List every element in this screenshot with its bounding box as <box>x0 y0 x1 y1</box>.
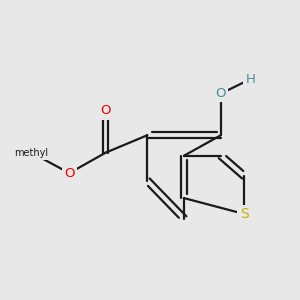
Text: S: S <box>240 207 249 221</box>
Text: O: O <box>100 104 111 118</box>
Text: O: O <box>64 167 75 180</box>
Text: H: H <box>245 73 255 86</box>
Text: methyl: methyl <box>14 148 49 158</box>
Text: O: O <box>216 87 226 100</box>
